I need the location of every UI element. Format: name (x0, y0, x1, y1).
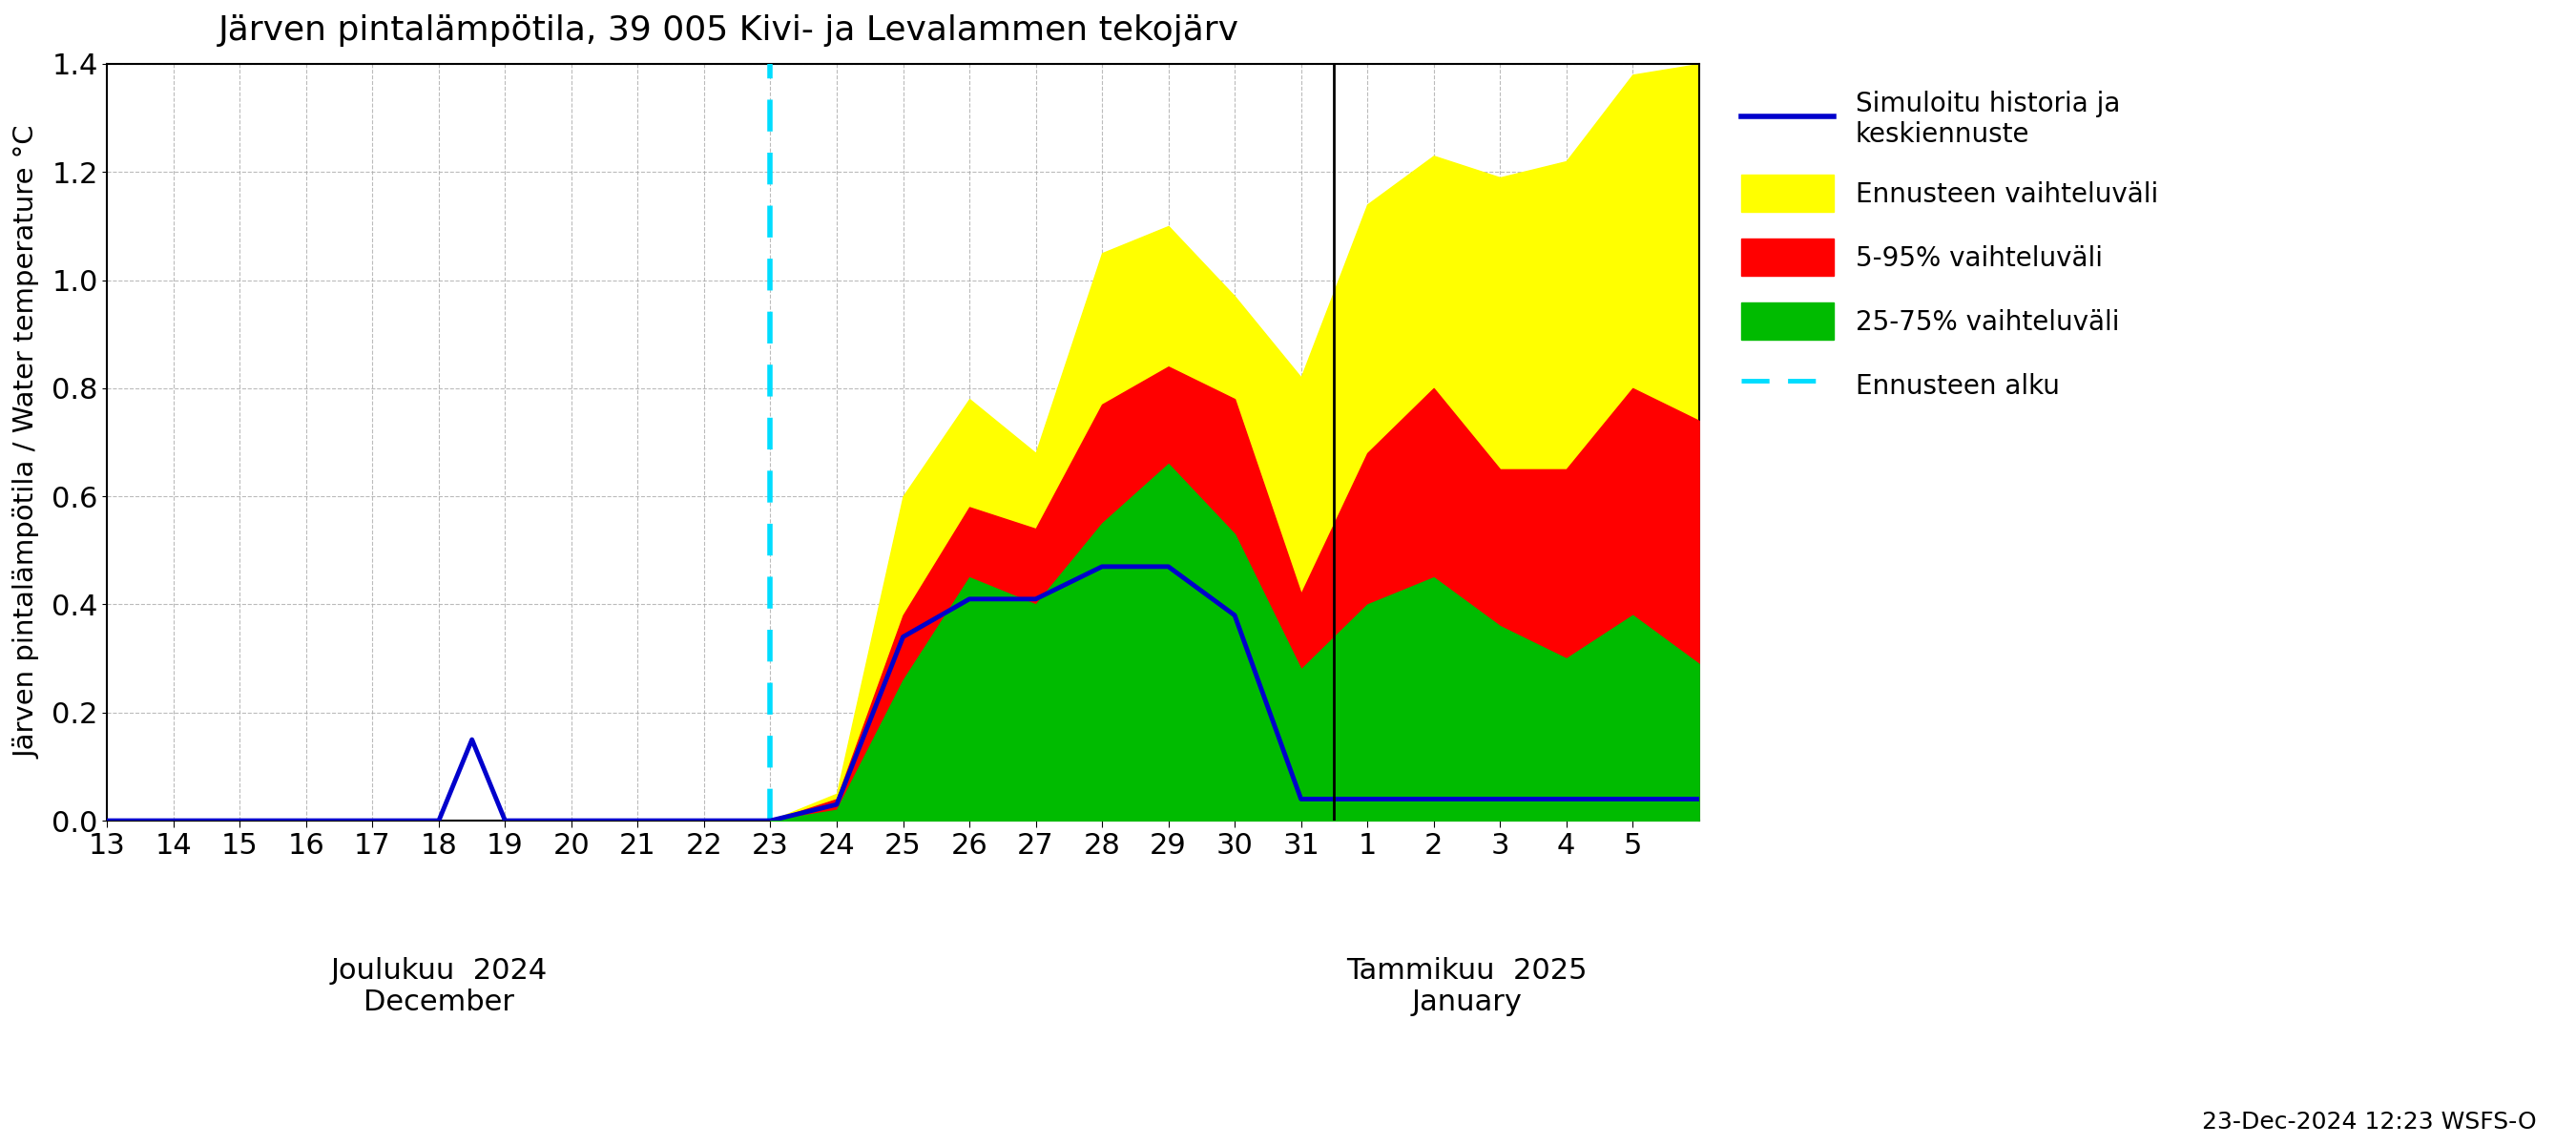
Text: Järven pintalämpötila, 39 005 Kivi- ja Levalammen tekojärv: Järven pintalämpötila, 39 005 Kivi- ja L… (219, 14, 1239, 47)
Text: Joulukuu  2024
December: Joulukuu 2024 December (330, 957, 546, 1017)
Legend: Simuloitu historia ja
keskiennuste, Ennusteen vaihteluväli, 5-95% vaihteluväli, : Simuloitu historia ja keskiennuste, Ennu… (1728, 77, 2172, 417)
Text: Tammikuu  2025
January: Tammikuu 2025 January (1347, 957, 1587, 1017)
Text: 23-Dec-2024 12:23 WSFS-O: 23-Dec-2024 12:23 WSFS-O (2202, 1111, 2537, 1134)
Y-axis label: Järven pintalämpötila / Water temperature °C: Järven pintalämpötila / Water temperatur… (15, 126, 41, 759)
